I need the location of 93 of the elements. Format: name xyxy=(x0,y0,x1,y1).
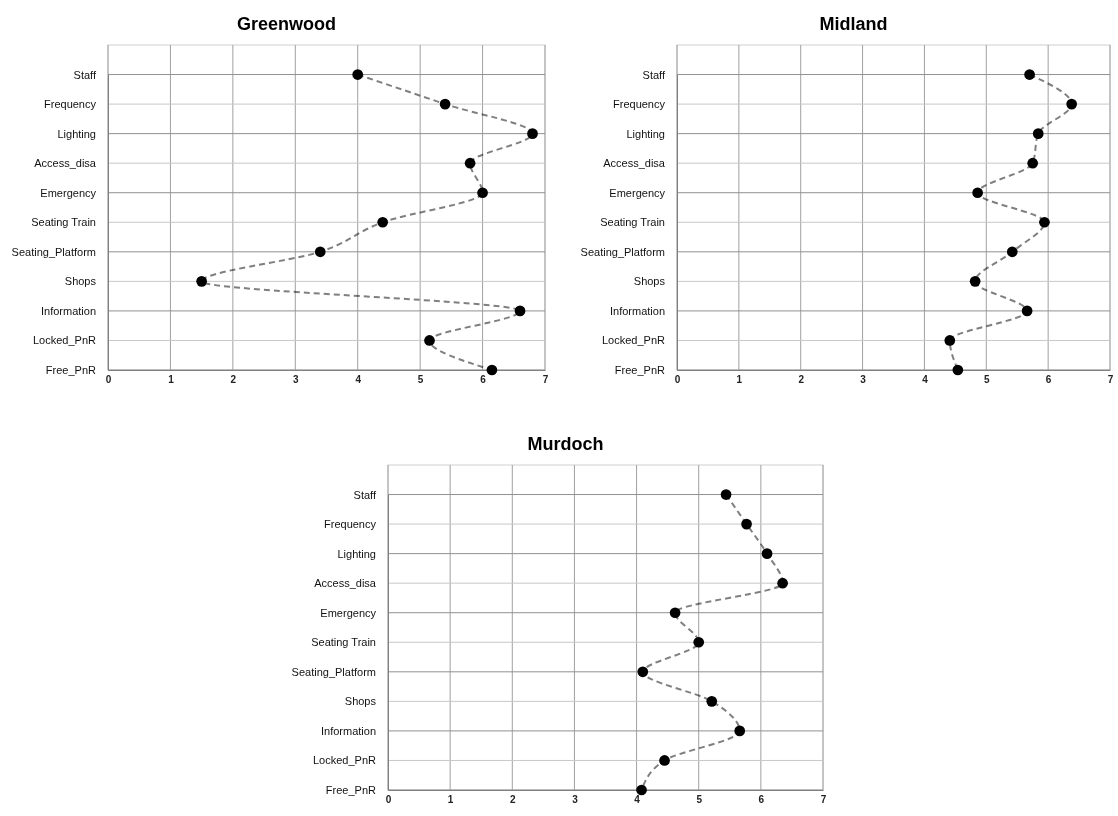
y-tick-label: Staff xyxy=(642,68,666,81)
y-tick-label: Access_disa xyxy=(314,577,377,590)
x-tick-label: 5 xyxy=(696,794,703,806)
point xyxy=(464,157,476,169)
point xyxy=(1021,305,1033,317)
point xyxy=(636,784,647,796)
x-tick-label: 6 xyxy=(758,794,765,806)
y-tick-label: Locked_PnR xyxy=(33,334,97,347)
x-tick-label: 2 xyxy=(798,374,805,386)
point xyxy=(514,305,526,317)
point xyxy=(669,607,681,619)
y-tick-label: Lighting xyxy=(626,127,665,140)
y-tick-label: Seating_Platform xyxy=(11,245,96,258)
x-tick-label: 7 xyxy=(1107,374,1114,386)
y-tick-label: Free_PnR xyxy=(614,364,666,377)
y-tick-label: Free_PnR xyxy=(45,364,97,377)
y-tick-label: Emergency xyxy=(609,186,666,199)
y-tick-label: Seating_Platform xyxy=(580,245,665,258)
x-tick-label: 3 xyxy=(860,374,867,386)
y-tick-label: Seating Train xyxy=(311,636,376,649)
x-tick-label: 6 xyxy=(1045,374,1052,386)
x-tick-label: 4 xyxy=(922,374,929,386)
x-tick-label: 7 xyxy=(542,374,549,386)
y-tick-label: Seating Train xyxy=(600,216,665,229)
x-tick-label: 2 xyxy=(230,374,237,386)
point xyxy=(944,335,956,346)
point xyxy=(952,364,964,376)
x-tick-label: 5 xyxy=(417,374,424,386)
y-tick-label: Seating_Platform xyxy=(291,665,376,678)
x-tick-label: 0 xyxy=(385,794,392,806)
y-tick-label: Emergency xyxy=(320,606,377,619)
point xyxy=(761,548,773,559)
y-tick-label: Frequency xyxy=(324,518,377,531)
y-tick-label: Information xyxy=(609,304,665,317)
y-tick-label: Access_disa xyxy=(34,157,97,170)
point xyxy=(196,276,207,287)
point xyxy=(1006,246,1018,258)
point xyxy=(1032,128,1044,139)
point xyxy=(706,696,718,707)
x-tick-label: 6 xyxy=(480,374,487,386)
x-tick-label: 0 xyxy=(674,374,681,386)
point xyxy=(693,636,705,648)
x-tick-label: 4 xyxy=(355,374,362,386)
y-tick-label: Lighting xyxy=(337,547,376,560)
y-tick-label: Staff xyxy=(73,68,97,81)
y-tick-label: Frequency xyxy=(44,98,97,111)
y-tick-label: Staff xyxy=(353,488,377,501)
y-tick-label: Shops xyxy=(64,275,97,288)
y-tick-label: Seating Train xyxy=(31,216,96,229)
y-tick-label: Shops xyxy=(633,275,666,288)
x-tick-label: 4 xyxy=(634,794,641,806)
point xyxy=(734,725,746,737)
point xyxy=(314,246,326,258)
x-tick-label: 3 xyxy=(293,374,299,386)
y-tick-label: Access_disa xyxy=(603,157,666,170)
point xyxy=(1024,69,1035,80)
point xyxy=(637,666,649,678)
y-tick-label: Locked_PnR xyxy=(602,334,666,347)
x-tick-label: 7 xyxy=(820,794,827,806)
x-tick-label: 1 xyxy=(168,374,175,386)
x-tick-label: 1 xyxy=(736,374,743,386)
point xyxy=(969,276,981,287)
point xyxy=(377,216,389,228)
point xyxy=(741,518,752,530)
x-tick-label: 3 xyxy=(572,794,579,806)
point xyxy=(720,489,732,500)
chart-title: Greenwood xyxy=(236,14,337,34)
point xyxy=(659,755,670,766)
point xyxy=(477,187,488,199)
point xyxy=(777,577,788,589)
point xyxy=(1039,216,1050,228)
x-tick-label: 1 xyxy=(447,794,454,806)
chart-title: Murdoch xyxy=(527,434,604,454)
x-tick-label: 0 xyxy=(105,374,112,386)
chart-title: Midland xyxy=(819,14,888,34)
point xyxy=(972,187,983,199)
point xyxy=(1066,98,1077,110)
y-tick-label: Shops xyxy=(344,695,377,708)
y-tick-label: Lighting xyxy=(57,127,96,140)
point xyxy=(527,128,538,139)
x-tick-label: 2 xyxy=(510,794,516,806)
point xyxy=(1027,157,1039,169)
x-tick-label: 5 xyxy=(984,374,990,386)
point xyxy=(352,69,364,80)
y-tick-label: Locked_PnR xyxy=(313,754,377,767)
point xyxy=(424,335,435,346)
point xyxy=(486,364,498,376)
y-tick-label: Free_PnR xyxy=(325,784,377,797)
y-tick-label: Frequency xyxy=(613,98,666,111)
y-tick-label: Information xyxy=(320,724,376,737)
y-tick-label: Emergency xyxy=(40,186,97,199)
point xyxy=(439,98,451,110)
y-tick-label: Information xyxy=(40,304,96,317)
